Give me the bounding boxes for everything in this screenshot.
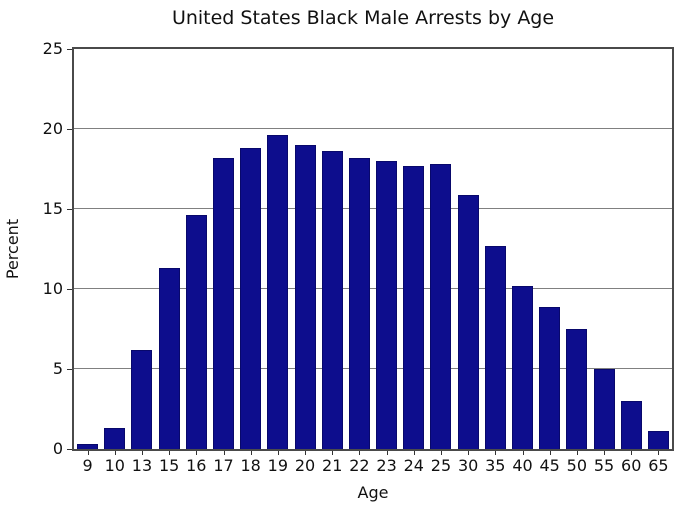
x-tick-mark: [87, 451, 89, 455]
y-tick-mark: [67, 289, 72, 290]
x-tick-label: 19: [267, 456, 289, 475]
y-tick-label: 15: [42, 199, 63, 218]
x-tick-mark: [305, 451, 307, 455]
x-tick-mark: [440, 451, 442, 455]
gridline: [74, 128, 672, 129]
x-tick-label: 30: [457, 456, 479, 475]
bar: [104, 428, 126, 449]
x-tick-mark: [413, 451, 415, 455]
y-tick-mark: [67, 129, 72, 130]
x-tick-label: 15: [158, 456, 180, 475]
x-tick-label: 65: [648, 456, 669, 475]
y-tick-label: 0: [52, 439, 63, 458]
x-tick-mark: [114, 451, 116, 455]
x-tick-mark: [631, 451, 633, 455]
bar: [348, 158, 370, 449]
x-tick-mark: [250, 451, 252, 455]
gridline: [74, 208, 672, 209]
y-tick-label: 20: [42, 119, 63, 138]
x-tick-label: 9: [82, 456, 93, 475]
x-tick-mark: [468, 451, 470, 455]
x-tick-label: 20: [294, 456, 316, 475]
x-tick-label: 16: [186, 456, 207, 475]
x-tick-label: 55: [593, 456, 615, 475]
x-tick-label: 22: [349, 456, 370, 475]
x-tick-label: 13: [131, 456, 153, 475]
y-tick-mark: [67, 369, 72, 370]
bar: [321, 151, 343, 449]
plot-area: [72, 47, 674, 451]
bar: [457, 195, 479, 449]
x-axis-label: Age: [357, 483, 389, 502]
x-tick-mark: [223, 451, 225, 455]
x-tick-mark: [277, 451, 279, 455]
bar: [566, 329, 588, 449]
x-tick-mark: [522, 451, 524, 455]
bar: [593, 369, 615, 449]
bar: [376, 161, 398, 449]
chart-title: United States Black Male Arrests by Age: [171, 7, 555, 29]
x-tick-label: 60: [621, 456, 642, 475]
y-axis-label: Percent: [3, 218, 22, 280]
bar: [294, 145, 316, 449]
bar: [403, 166, 425, 449]
x-tick-mark: [604, 451, 606, 455]
x-tick-label: 40: [512, 456, 533, 475]
x-tick-label: 10: [104, 456, 125, 475]
gridline: [74, 288, 672, 289]
x-tick-label: 17: [213, 456, 234, 475]
x-tick-label: 25: [430, 456, 452, 475]
x-tick-label: 21: [322, 456, 343, 475]
bar: [158, 268, 180, 449]
y-tick-mark: [67, 449, 72, 450]
x-tick-label: 45: [539, 456, 560, 475]
bar: [131, 350, 153, 449]
bar: [240, 148, 262, 449]
x-tick-mark: [141, 451, 143, 455]
bar: [77, 444, 99, 449]
x-tick-mark: [386, 451, 388, 455]
x-tick-mark: [549, 451, 551, 455]
x-tick-mark: [196, 451, 198, 455]
y-tick-label: 5: [52, 359, 63, 378]
bar: [267, 135, 289, 449]
x-tick-mark: [169, 451, 171, 455]
x-tick-mark: [576, 451, 578, 455]
gridline: [74, 368, 672, 369]
bar: [647, 431, 669, 449]
bar: [185, 215, 207, 449]
y-tick-label: 25: [42, 39, 63, 58]
x-tick-mark: [495, 451, 497, 455]
bar: [430, 164, 452, 449]
bar: [620, 401, 642, 449]
x-tick-label: 35: [485, 456, 506, 475]
x-tick-label: 24: [403, 456, 424, 475]
x-tick-mark: [359, 451, 361, 455]
bar: [484, 246, 506, 449]
x-tick-mark: [332, 451, 334, 455]
y-tick-mark: [67, 209, 72, 210]
x-tick-mark: [658, 451, 660, 455]
y-tick-label: 10: [42, 279, 63, 298]
x-tick-label: 23: [376, 456, 397, 475]
bar: [213, 158, 234, 449]
x-tick-label: 50: [566, 456, 588, 475]
bar: [539, 307, 561, 449]
y-tick-mark: [67, 49, 72, 50]
bar: [512, 286, 533, 449]
x-tick-label: 18: [240, 456, 261, 475]
